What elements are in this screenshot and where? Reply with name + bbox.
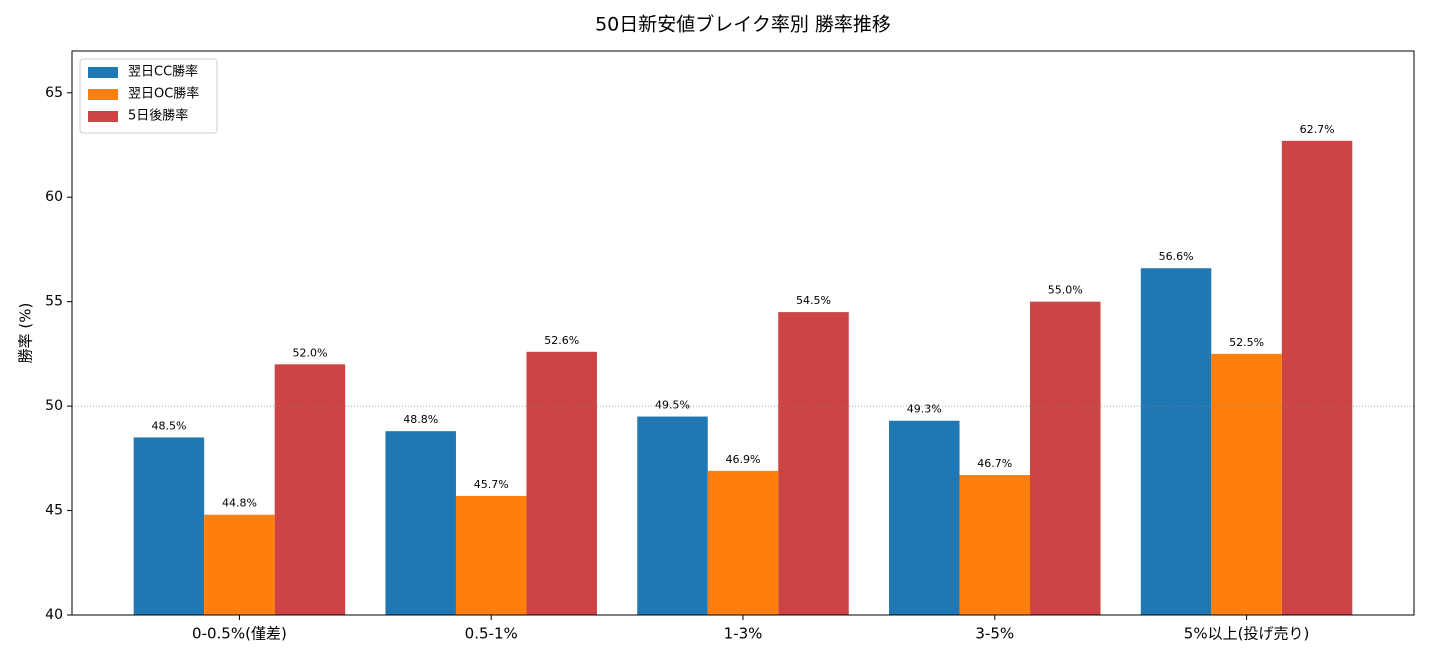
plot-frame [71,50,1415,616]
legend-swatch [88,111,118,122]
value-label: 55.0% [1048,284,1083,297]
y-tick-label: 55 [45,294,63,310]
chart-title: 50日新安値ブレイク率別 勝率推移 [595,13,891,36]
x-tick-label: 0.5-1% [465,625,518,643]
value-label: 46.7% [977,457,1012,470]
bar [1140,268,1212,615]
value-label: 52.0% [292,346,327,359]
bar [637,416,708,615]
value-label: 49.5% [655,399,690,412]
bar [959,475,1031,615]
value-label: 48.8% [403,413,438,426]
value-label: 56.6% [1159,250,1194,263]
legend-label: 翌日CC勝率 [128,64,198,80]
value-label: 52.5% [1229,336,1264,349]
y-tick-label: 45 [45,503,63,519]
x-tick-label: 1-3% [724,625,763,643]
value-label: 45.7% [474,478,509,491]
value-label: 48.5% [151,419,186,432]
bar [385,431,456,615]
legend-label: 5日後勝率 [128,108,188,124]
bar [1030,301,1101,615]
value-label: 44.8% [222,497,257,510]
bar [274,364,346,615]
x-tick-label: 3-5% [975,625,1014,643]
legend-swatch [88,89,118,100]
legend-swatch [88,67,118,78]
value-label: 62.7% [1300,123,1335,136]
bar [526,351,597,615]
bar [204,514,275,615]
value-label: 54.5% [796,294,831,307]
bar [455,495,527,615]
x-tick-label: 0-0.5%(僅差) [192,625,287,643]
x-tick-label: 5%以上(投げ売り) [1184,625,1310,643]
bar [1281,140,1353,616]
y-tick-label: 40 [45,607,63,623]
y-tick-label: 50 [45,398,63,414]
y-tick-label: 65 [45,85,63,101]
y-axis-label: 勝率 (%) [17,303,35,364]
value-label: 46.9% [726,453,761,466]
bar [778,312,849,615]
y-tick-label: 60 [45,189,63,205]
value-label: 52.6% [544,334,579,347]
bar [707,470,779,615]
bar [133,437,205,615]
bar [1211,353,1282,615]
bar [889,420,960,615]
value-label: 49.3% [907,403,942,416]
legend-label: 翌日OC勝率 [128,86,199,102]
